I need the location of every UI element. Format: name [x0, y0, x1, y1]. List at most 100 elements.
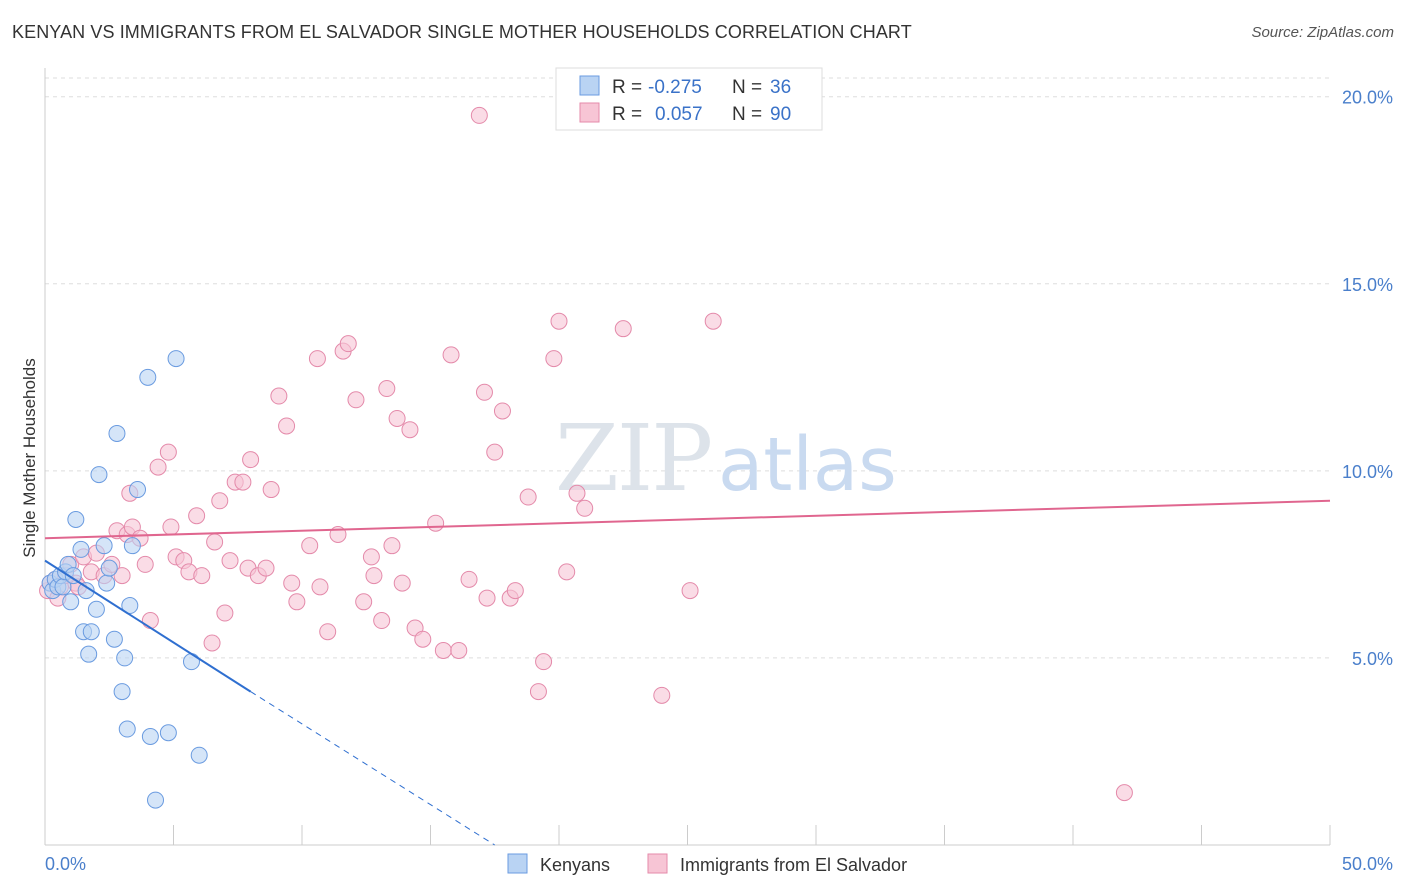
y-tick-label: 15.0% [1342, 275, 1393, 295]
legend-swatch-kenyans [579, 75, 600, 96]
salvador-point [519, 488, 537, 506]
kenyan-point [72, 540, 90, 558]
salvador-point [545, 350, 563, 368]
bottom-legend-label-kenyans: Kenyans [540, 855, 610, 875]
salvador-point [206, 533, 224, 551]
kenyan-point [113, 683, 131, 701]
salvador-point [378, 380, 396, 398]
kenyan-point [77, 582, 95, 600]
salvador-point [383, 537, 401, 555]
salvador-point [159, 443, 177, 461]
kenyan-point [129, 481, 147, 499]
y-tick-label: 10.0% [1342, 462, 1393, 482]
axes [44, 68, 1331, 846]
salvador-point [414, 630, 432, 648]
legend-n-value-1: 90 [770, 104, 791, 125]
legend-box: R = -0.275 N = 36 R = 0.057 N = 90 [555, 67, 823, 131]
x-tick-label: 0.0% [45, 854, 86, 874]
salvador-point [339, 335, 357, 353]
salvador-point [141, 612, 159, 630]
salvador-point [681, 582, 699, 600]
salvador-point [365, 567, 383, 585]
salvador-point [162, 518, 180, 536]
kenyan-point [159, 724, 177, 742]
legend-r-label-1: R = [612, 104, 642, 125]
kenyan-point [141, 727, 159, 745]
salvador-point [288, 593, 306, 611]
salvador-point [704, 312, 722, 330]
salvador-point [388, 409, 406, 427]
bottom-legend: Kenyans Immigrants from El Salvador [507, 853, 907, 875]
salvador-point [486, 443, 504, 461]
kenyan-trend-extension [250, 691, 496, 846]
trend-lines [44, 499, 1331, 846]
legend-swatch-salvador [579, 102, 600, 123]
kenyan-point [123, 537, 141, 555]
kenyan-point [105, 630, 123, 648]
salvador-point [506, 582, 524, 600]
salvador-point [242, 451, 260, 469]
kenyan-point [190, 746, 208, 764]
salvador-point [362, 548, 380, 566]
salvador-point [203, 634, 221, 652]
salvador-point [558, 563, 576, 581]
kenyan-point [118, 720, 136, 738]
salvador-trend-line [44, 499, 1331, 540]
salvador-point [193, 567, 211, 585]
legend-r-value-0: -0.275 [648, 77, 702, 98]
kenyan-point [147, 791, 165, 809]
kenyan-point [67, 510, 85, 528]
salvador-point [301, 537, 319, 555]
salvador-point [113, 567, 131, 585]
salvador-point [188, 507, 206, 525]
salvador-point [493, 402, 511, 420]
kenyan-point [80, 645, 98, 663]
salvador-point [576, 499, 594, 517]
salvador-point [401, 421, 419, 439]
y-axis-title: Single Mother Households [20, 358, 39, 557]
legend-r-label-0: R = [612, 77, 642, 98]
legend-n-value-0: 36 [770, 77, 791, 98]
salvador-point [427, 514, 445, 532]
salvador-point [529, 683, 547, 701]
salvador-point [475, 383, 493, 401]
tick-labels: 5.0% 10.0% 15.0% 20.0% 0.0% 50.0% [45, 88, 1393, 874]
kenyan-point [64, 567, 82, 585]
kenyan-point [82, 623, 100, 641]
salvador-point [614, 320, 632, 338]
salvador-point [550, 312, 568, 330]
bottom-legend-label-salvador: Immigrants from El Salvador [680, 855, 907, 875]
salvador-point [460, 570, 478, 588]
salvador-point [211, 492, 229, 510]
salvador-point [257, 559, 275, 577]
salvador-point [478, 589, 496, 607]
salvador-point [393, 574, 411, 592]
salvador-point [216, 604, 234, 622]
legend-n-label-0: N = [732, 77, 762, 98]
bottom-legend-swatch-kenyans [507, 853, 528, 874]
kenyan-point [116, 649, 134, 667]
salvador-point [149, 458, 167, 476]
salvador-point [308, 350, 326, 368]
salvador-point [434, 641, 452, 659]
kenyan-point [139, 368, 157, 386]
salvador-point [568, 484, 586, 502]
kenyan-point [62, 593, 80, 611]
x-tick-label: 50.0% [1342, 854, 1393, 874]
salvador-point [470, 106, 488, 124]
salvador-point [373, 612, 391, 630]
salvador-point [136, 555, 154, 573]
salvador-point [278, 417, 296, 435]
kenyan-point [182, 653, 200, 671]
kenyan-point [167, 350, 185, 368]
y-tick-label: 20.0% [1342, 88, 1393, 108]
bottom-legend-swatch-salvador [647, 853, 668, 874]
salvador-point [319, 623, 337, 641]
chart-title: KENYAN VS IMMIGRANTS FROM EL SALVADOR SI… [12, 22, 912, 42]
salvador-point [234, 473, 252, 491]
salvador-point [347, 391, 365, 409]
salvador-point [221, 552, 239, 570]
kenyan-point [108, 424, 126, 442]
salvador-point [283, 574, 301, 592]
